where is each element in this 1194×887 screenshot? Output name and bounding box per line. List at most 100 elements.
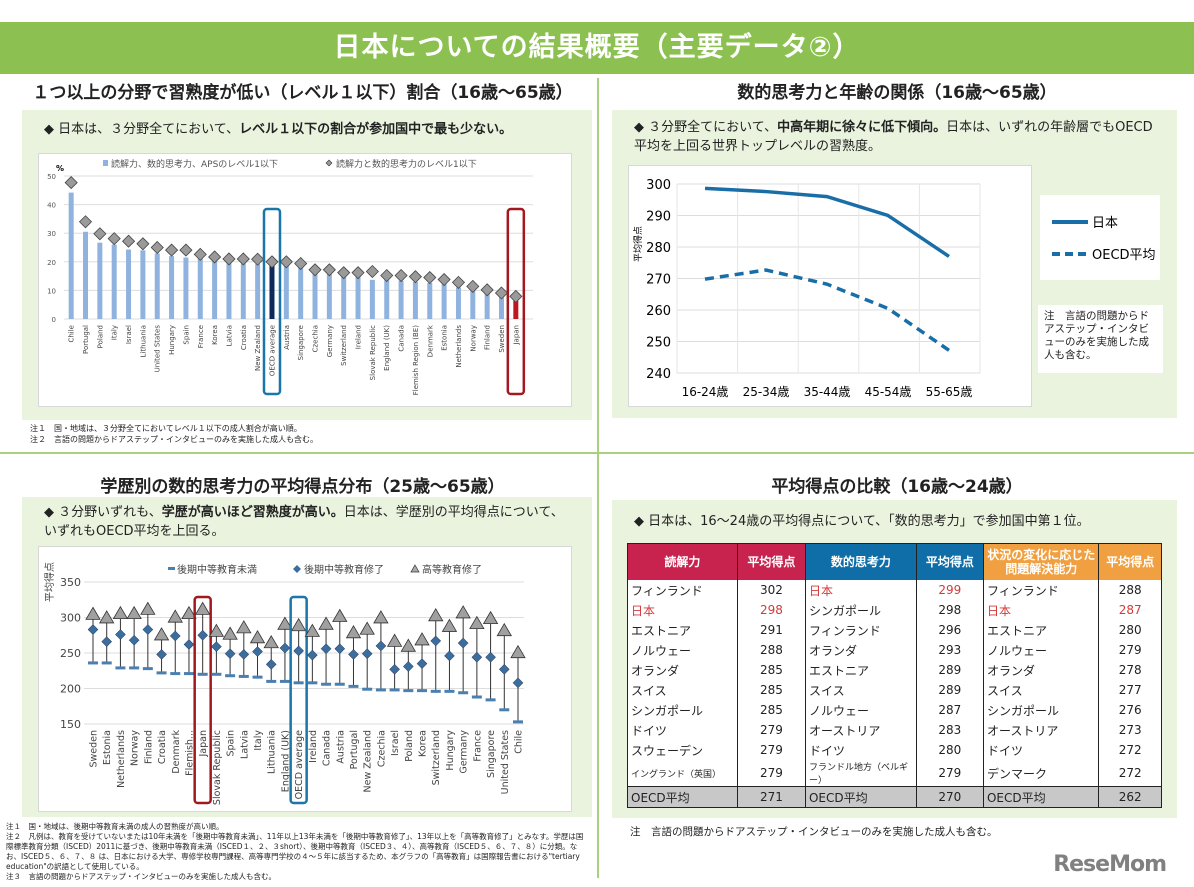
score-cell: 276: [1098, 700, 1162, 720]
x-tick-label: England (UK): [383, 325, 391, 371]
score-cell: 288: [736, 640, 806, 660]
bar: [97, 242, 103, 319]
diamond-point: [142, 624, 154, 635]
diamond-point: [293, 645, 304, 657]
bar: [441, 284, 447, 319]
x-tick-label: Sweden: [89, 730, 100, 768]
triangle-point: [85, 606, 101, 620]
x-tick-label: 35-44歳: [804, 385, 851, 399]
country-cell: ドイツ: [804, 740, 917, 760]
diamond-point: [509, 289, 523, 303]
bar: [126, 249, 132, 319]
x-tick-label: Poland: [404, 730, 415, 762]
country-cell: フィンランド: [982, 580, 1100, 600]
bar: [111, 244, 117, 319]
country-cell: スウェーデン: [627, 740, 738, 760]
triangle-point: [126, 605, 142, 620]
series-line-japan: [704, 186, 950, 258]
x-tick-label: Latvia: [239, 730, 250, 759]
diamond-point: [430, 635, 442, 647]
legend-dash-marker: [168, 567, 175, 570]
x-tick-label: Italy: [111, 325, 119, 340]
q3-note-1: 注１ 国・地域は、後期中等教育未満の成人の習熟度が高い順。: [6, 822, 224, 831]
bar: [240, 263, 246, 319]
score-cell: 279: [736, 760, 806, 787]
country-cell: OECD平均: [982, 786, 1100, 808]
score-cell: 288: [1098, 580, 1162, 600]
triangle-point: [153, 627, 170, 641]
diamond-point: [308, 263, 322, 277]
triangle-point: [290, 617, 307, 632]
x-tick-label: Switzerland: [340, 325, 348, 366]
dash-point: [430, 689, 441, 693]
dash-point: [252, 675, 263, 679]
x-tick-label: Finland: [484, 325, 492, 350]
triangle-point: [496, 622, 512, 637]
table-row-oecd: OECD平均 271 OECD平均 270 OECD平均 262: [627, 786, 1162, 808]
q2-title: 数的思考力と年齢の関係（16歳～65歳）: [737, 83, 1057, 103]
age-numeracy-line-chart: 240 250 260 270 280 290 300 平均得点 16-24歳 25-34歳 35-…: [628, 165, 1032, 407]
resemom-logo: ReseMom: [1053, 852, 1167, 877]
country-cell: フィンランド: [627, 580, 738, 600]
education-score-chart: 150 200 250 300 350 平均得点 後期中等教育未満 後期中等教育修了 高等教育修…: [38, 546, 572, 812]
diamond-point: [238, 649, 250, 660]
country-cell: ドイツ: [982, 740, 1100, 760]
score-cell: 279: [1098, 640, 1162, 660]
country-cell: シンガポール: [804, 600, 917, 620]
score-cell: 272: [1098, 760, 1162, 787]
diamond-point: [322, 263, 336, 277]
diamond-point: [156, 649, 167, 660]
table-header-cell: 平均得点: [1098, 543, 1162, 580]
dash-point: [142, 667, 153, 671]
diamond-point: [222, 252, 236, 266]
diamond-point: [389, 663, 400, 675]
country-cell: オランダ: [804, 640, 917, 660]
legend-diamond-marker: [293, 565, 301, 573]
x-tick-label: New Zealand: [254, 325, 262, 371]
q3-lead-bold: 学歴が高いほど習熟度が高い。: [161, 505, 344, 520]
triangle-point: [332, 608, 348, 622]
bar: [298, 267, 304, 319]
q4-lead: ◆ 日本は、16～24歳の平均得点について、「数的思考力」で参加国中第１位。: [634, 514, 1090, 529]
bar: [484, 292, 490, 319]
x-tick-label: Ireland: [308, 730, 319, 763]
y-tick-label: 260: [646, 304, 671, 319]
country-cell: OECD平均: [627, 786, 738, 808]
triangle-point: [208, 623, 225, 637]
q3-lead-text: ◆ ３分野いずれも、: [44, 505, 162, 520]
table-header-row: 読解力 平均得点 数的思考力 平均得点 状況の変化に応じた問題解決能力 平均得点: [627, 543, 1162, 580]
diamond-point: [121, 234, 136, 248]
x-tick-label: Korea: [211, 325, 219, 345]
legend-japan-label: 日本: [1092, 216, 1118, 231]
score-cell: 287: [1098, 600, 1162, 620]
dash-point: [279, 679, 290, 683]
country-cell: オランダ: [982, 660, 1100, 680]
triangle-point: [414, 632, 430, 646]
score-cell: 293: [915, 640, 984, 660]
diamond-point: [251, 252, 265, 266]
table-row: 日本 298 シンガポール 298 日本 287: [627, 600, 1162, 620]
x-tick-label: Denmark: [426, 324, 434, 357]
dash-point: [444, 689, 455, 693]
triangle-point: [400, 638, 417, 652]
q1-lead: ◆ 日本は、３分野全てにおいて、レベル１以下の割合が参加国中で最も少ない。: [44, 120, 512, 139]
score-cell: 280: [1098, 620, 1162, 640]
score-cell: 285: [736, 680, 806, 700]
bar: [255, 264, 261, 319]
table-row: スイス 285 スイス 289 スイス 277: [627, 680, 1162, 700]
country-cell: エストニア: [627, 620, 738, 640]
dash-point: [266, 679, 277, 683]
bar: [68, 192, 74, 319]
diamond-point: [64, 176, 78, 190]
table-row: ドイツ 279 オーストリア 283 オーストリア 273: [627, 720, 1162, 740]
q2-note: 注 言語の問題からドアステップ・インタビューのみを実施した成人も含む。: [1038, 305, 1163, 373]
bar: [154, 253, 160, 319]
diamond-point: [466, 279, 480, 293]
country-cell: 日本: [982, 600, 1100, 620]
diamond-point: [361, 648, 373, 660]
y-tick-label: 280: [646, 241, 671, 256]
dash-point: [156, 671, 167, 675]
x-tick-label: Flemish Region (BE): [412, 325, 420, 395]
diamond-point: [351, 266, 365, 280]
table-header-cell: 数的思考力: [804, 543, 917, 580]
